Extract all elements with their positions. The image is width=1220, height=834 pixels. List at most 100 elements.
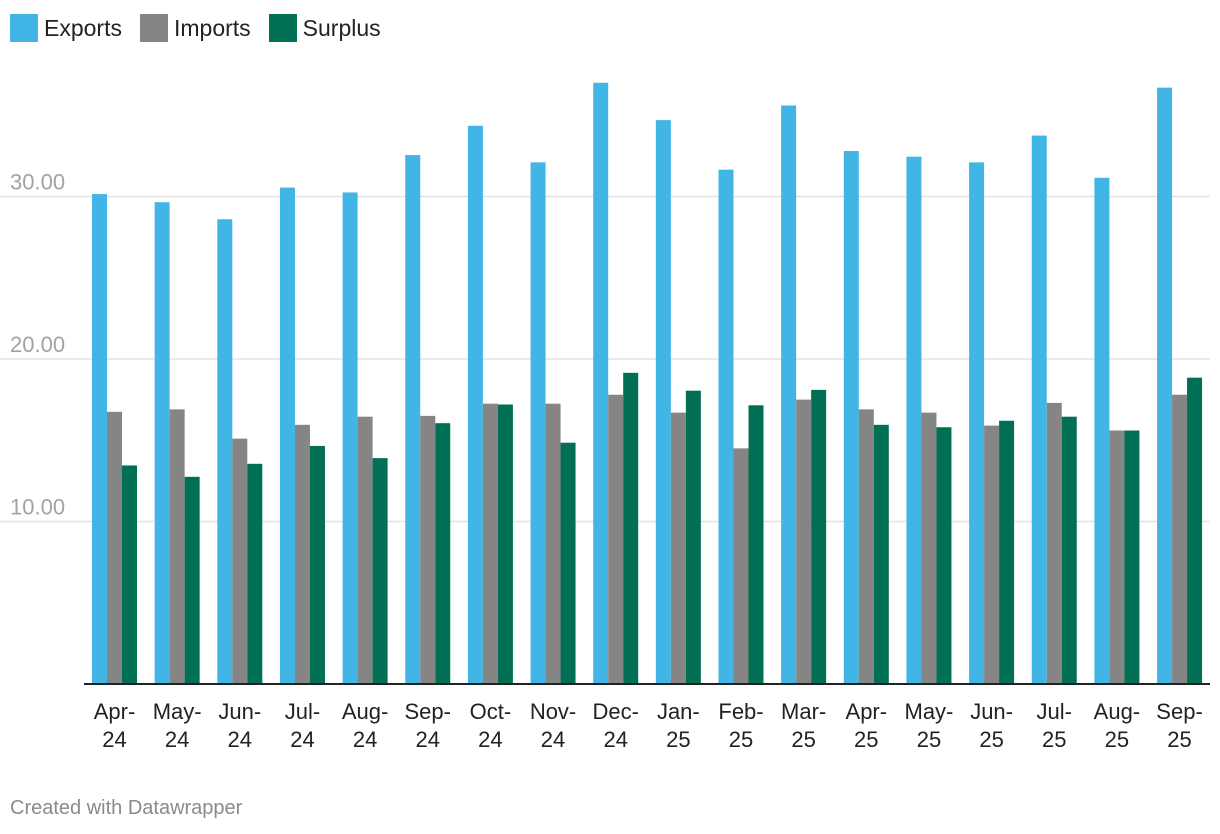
bar-imports: [482, 403, 498, 684]
bar-imports: [1172, 394, 1188, 684]
bar-surplus: [372, 458, 388, 684]
bar-group: [655, 120, 701, 684]
bar-group: [405, 155, 451, 684]
bar-group: [154, 202, 200, 684]
bar-surplus: [184, 476, 200, 684]
bar-exports: [906, 156, 922, 684]
legend-item-surplus: Surplus: [268, 14, 381, 42]
bar-group: [718, 169, 764, 684]
bar-exports: [593, 82, 609, 684]
bar-group: [1031, 135, 1077, 684]
bar-surplus: [497, 404, 513, 684]
bar-exports: [655, 120, 671, 684]
chart-legend: Exports Imports Surplus: [10, 12, 381, 44]
bar-exports: [154, 202, 170, 684]
y-tick-label: 30.00: [10, 170, 65, 195]
bar-exports: [1157, 87, 1173, 684]
bar-group: [279, 187, 325, 684]
legend-label-imports: Imports: [173, 15, 251, 41]
y-tick-label: 20.00: [10, 332, 65, 357]
bar-group: [781, 105, 827, 684]
legend-item-imports: Imports: [139, 14, 251, 42]
bar-surplus: [1187, 377, 1203, 684]
footer-credit: Created with Datawrapper: [10, 797, 243, 819]
bar-imports: [107, 411, 122, 684]
bar-imports: [420, 415, 436, 684]
legend-swatch-exports: [10, 14, 38, 42]
bar-surplus: [122, 465, 137, 684]
x-tick-label: Sep-24: [405, 699, 451, 752]
bar-exports: [405, 155, 421, 684]
bar-group: [342, 192, 388, 684]
bar-group: [969, 162, 1015, 684]
bar-imports: [232, 438, 248, 684]
x-tick-label: May-24: [153, 699, 202, 752]
bar-exports: [718, 169, 734, 684]
bar-exports: [843, 151, 859, 684]
bar-group: [906, 156, 952, 684]
bar-imports: [545, 403, 561, 684]
bar-group: [1094, 177, 1140, 684]
bar-exports: [781, 105, 797, 684]
bar-group: [843, 151, 889, 684]
bar-surplus: [685, 390, 701, 684]
bar-group: [530, 162, 576, 684]
legend-swatch-imports: [139, 14, 168, 42]
bar-group: [1157, 87, 1203, 684]
x-tick-label: Aug-24: [342, 699, 388, 752]
bar-exports: [467, 125, 483, 684]
x-axis: Apr-24 May-24 Jun-24 Jul-24 Aug-24 Sep-24 Oct-…: [84, 683, 1210, 752]
bar-surplus: [560, 442, 576, 684]
x-tick-label: Apr-24: [94, 699, 136, 752]
bar-surplus: [247, 463, 263, 684]
bar-surplus: [309, 445, 325, 684]
bar-exports: [342, 192, 358, 684]
bar-surplus: [873, 424, 889, 684]
bar-exports: [1094, 177, 1110, 684]
bar-imports: [921, 412, 937, 684]
y-tick-label: 10.00: [10, 495, 65, 520]
bar-exports: [92, 194, 107, 684]
x-tick-label: May-25: [905, 699, 954, 752]
bar-imports: [858, 409, 874, 684]
x-tick-label: Nov-24: [530, 699, 576, 752]
bar-imports: [1109, 430, 1125, 684]
bar-exports: [217, 219, 233, 684]
bar-imports: [357, 416, 373, 684]
bar-surplus: [435, 423, 451, 684]
bars: [92, 82, 1203, 684]
x-tick-label: Oct-24: [470, 699, 512, 752]
bar-surplus: [811, 389, 827, 684]
bar-exports: [1031, 135, 1047, 684]
bar-exports: [969, 162, 985, 684]
bar-imports: [1046, 402, 1062, 684]
bar-surplus: [936, 427, 952, 684]
bar-imports: [796, 399, 812, 684]
x-tick-label: Jul-24: [285, 699, 320, 752]
bar-group: [467, 125, 513, 684]
bar-exports: [530, 162, 546, 684]
x-tick-label: Jan-25: [657, 699, 700, 752]
legend-label-exports: Exports: [44, 15, 122, 41]
bar-imports: [608, 394, 624, 684]
bar-exports: [279, 187, 295, 684]
x-tick-label: Jun-25: [970, 699, 1013, 752]
bar-surplus: [1061, 416, 1077, 684]
bar-chart: 10.00 20.00 30.00 Apr-24 May-24 Jun-24 Jul-24…: [0, 82, 1210, 752]
bar-group: [92, 194, 137, 684]
legend-swatch-surplus: [268, 14, 297, 42]
bar-surplus: [999, 420, 1015, 684]
x-tick-label: Jun-24: [218, 699, 261, 752]
legend-label-surplus: Surplus: [302, 15, 381, 41]
bar-imports: [294, 424, 310, 684]
bar-surplus: [623, 372, 639, 684]
bar-group: [217, 219, 263, 684]
x-tick-label: Feb-25: [718, 699, 763, 752]
x-tick-label: Mar-25: [781, 699, 826, 752]
legend-item-exports: Exports: [10, 14, 122, 42]
bar-imports: [733, 448, 749, 684]
bar-surplus: [748, 405, 764, 684]
x-tick-label: Aug-25: [1094, 699, 1140, 752]
x-tick-label: Jul-25: [1037, 699, 1072, 752]
x-tick-label: Dec-24: [592, 699, 638, 752]
